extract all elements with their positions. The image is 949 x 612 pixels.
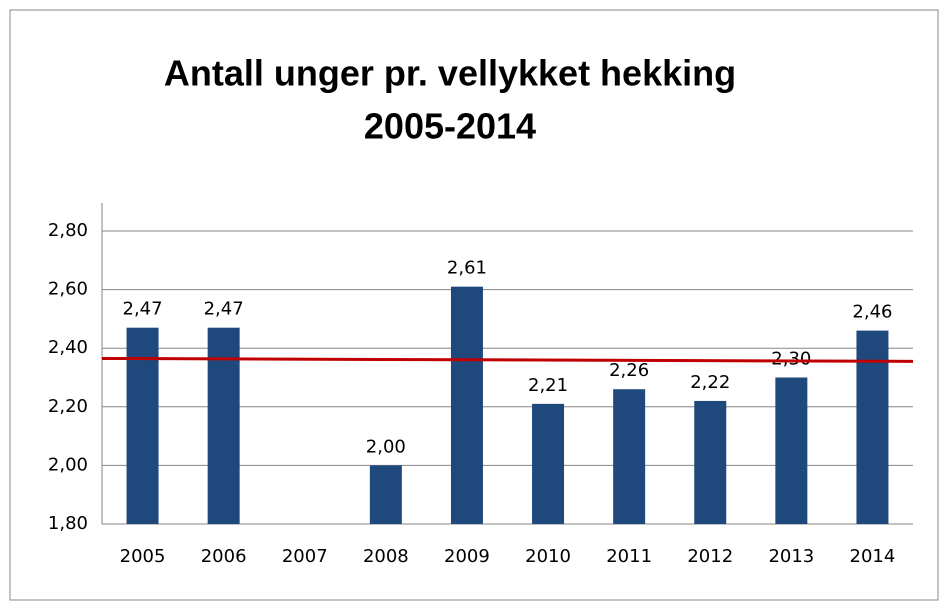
x-tick-label: 2008: [363, 546, 409, 567]
value-label: 2,47: [204, 299, 244, 320]
bar: [207, 327, 240, 524]
y-tick-label: 2,20: [48, 396, 88, 417]
bar: [613, 389, 646, 524]
y-tick-label: 1,80: [48, 513, 88, 534]
value-label: 2,26: [609, 360, 649, 381]
value-label: 2,00: [366, 436, 406, 457]
chart-title: 2005-2014: [364, 106, 536, 147]
x-tick-label: 2013: [768, 546, 814, 567]
y-tick-label: 2,00: [48, 454, 88, 475]
y-tick-label: 2,40: [48, 337, 88, 358]
bar: [775, 377, 808, 524]
value-label: 2,30: [771, 349, 811, 370]
bar: [856, 330, 889, 524]
bar: [694, 400, 727, 524]
x-tick-label: 2005: [120, 546, 166, 567]
x-tick-label: 2009: [444, 546, 490, 567]
trend-line: [101, 356, 914, 363]
x-tick-label: 2011: [606, 546, 652, 567]
x-tick-label: 2014: [850, 546, 896, 567]
value-label: 2,47: [123, 299, 163, 320]
y-tick-label: 2,80: [48, 220, 88, 241]
x-tick-label: 2010: [525, 546, 571, 567]
y-tick-label: 2,60: [48, 279, 88, 300]
bar: [532, 403, 565, 524]
value-label: 2,21: [528, 375, 568, 396]
bar: [369, 465, 402, 524]
bar: [126, 327, 159, 524]
x-tick-label: 2007: [282, 546, 328, 567]
value-label: 2,61: [447, 258, 487, 279]
value-label: 2,46: [852, 302, 892, 323]
value-label: 2,22: [690, 372, 730, 393]
x-tick-label: 2006: [201, 546, 247, 567]
bar: [450, 286, 483, 524]
chart-title: Antall unger pr. vellykket hekking: [164, 53, 736, 94]
x-tick-label: 2012: [687, 546, 733, 567]
